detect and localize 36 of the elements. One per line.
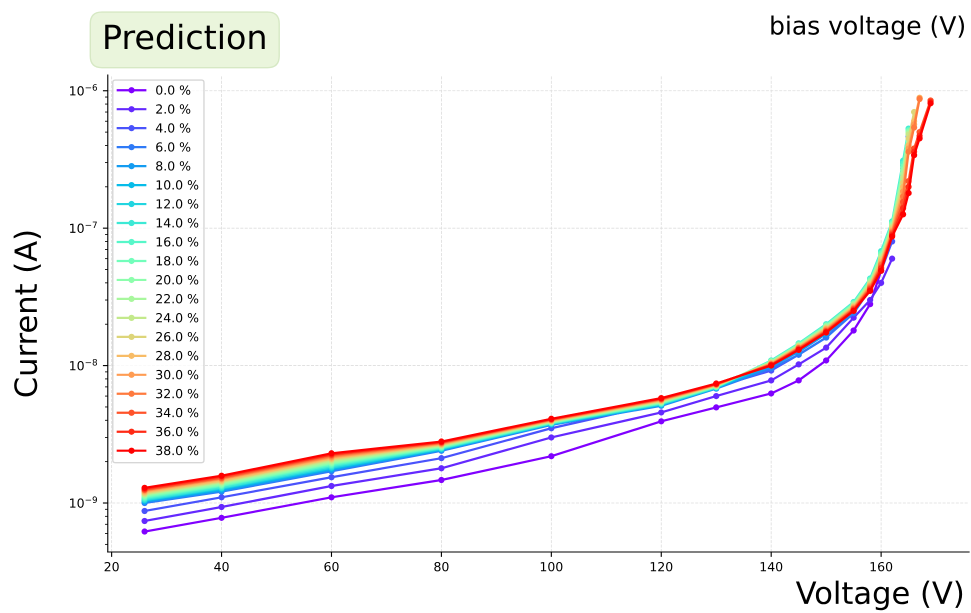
legend-label: 18.0 %	[156, 256, 198, 266]
legend-label: 32.0 %	[156, 388, 198, 398]
legend-label: 36.0 %	[156, 426, 198, 436]
legend-label: 26.0 %	[156, 332, 198, 342]
legend-label: 10.0 %	[156, 180, 198, 190]
y-tick-label: 10$^{−9}$	[70, 496, 97, 508]
x-tick-label: 80	[434, 562, 449, 572]
y-tick-label: 10$^{−7}$	[70, 222, 97, 234]
legend-label: 34.0 %	[156, 408, 198, 418]
legend-label: 4.0 %	[156, 123, 190, 133]
text: Prediction	[105, 24, 265, 50]
legend-label: 16.0 %	[156, 237, 198, 247]
x-tick-label: 120	[650, 562, 672, 572]
legend-label: 6.0 %	[156, 142, 190, 152]
x-tick-label: 140	[760, 562, 782, 572]
legend-label: 38.0 %	[156, 446, 198, 456]
x-tick-label: 20	[104, 562, 119, 572]
x-tick-label: 100	[540, 562, 562, 572]
x-axis-title: Voltage (V)	[796, 580, 962, 610]
legend-label: 8.0 %	[156, 161, 190, 171]
legend-label: 20.0 %	[156, 275, 198, 284]
legend-label: 14.0 %	[156, 218, 198, 228]
legend-label: 0.0 %	[156, 85, 190, 95]
y-tick-label: 10$^{−8}$	[70, 358, 98, 370]
legend-label: 28.0 %	[156, 350, 198, 360]
legend-label: 24.0 %	[156, 312, 198, 322]
text: bias voltage (V)	[771, 15, 964, 40]
legend-label: 30.0 %	[156, 370, 198, 380]
legend-label: 22.0 %	[156, 294, 198, 304]
x-tick-label: 40	[214, 562, 229, 572]
y-axis-title: Current (A)	[14, 232, 41, 396]
y-tick-label: 10$^{−6}$	[70, 84, 98, 96]
x-tick-label: 60	[324, 562, 339, 572]
legend-label: 12.0 %	[156, 199, 198, 209]
x-tick-label: 160	[870, 562, 892, 572]
legend-label: 2.0 %	[156, 104, 190, 114]
